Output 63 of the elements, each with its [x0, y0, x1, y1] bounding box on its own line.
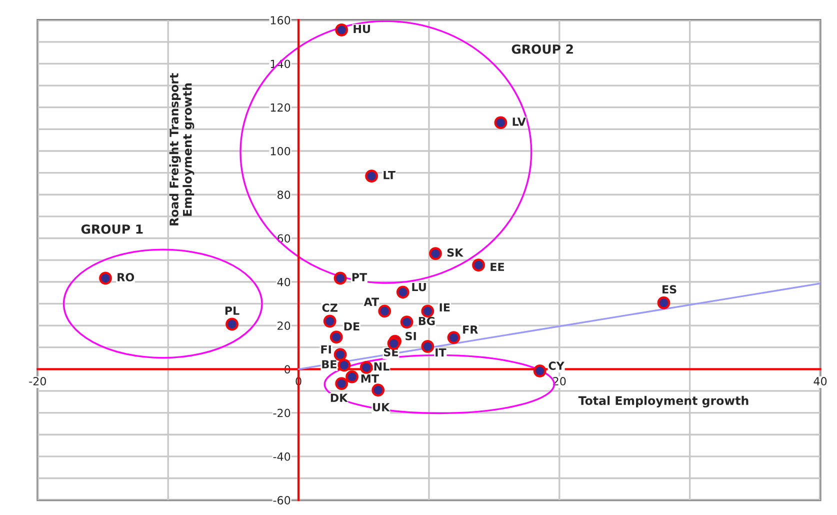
y-tick-label: -40 [273, 452, 290, 461]
y-tick-label: 120 [270, 103, 290, 112]
annotation: FI [321, 345, 331, 354]
annotation: HU [354, 24, 370, 34]
point [421, 340, 434, 353]
annotation: UK [373, 403, 390, 412]
annotation: MT [361, 374, 379, 383]
point [494, 116, 508, 130]
y-axis-title: Road Freight Transport Employment growth [169, 73, 194, 226]
point [323, 314, 336, 328]
point [447, 331, 460, 344]
annotation: NL [374, 362, 390, 370]
annotation: FR [463, 326, 478, 334]
annotation: LV [512, 118, 526, 126]
point [360, 360, 373, 374]
annotation: IE [440, 303, 450, 312]
point [346, 370, 358, 384]
annotation: SK [447, 248, 464, 257]
point [372, 384, 385, 397]
annotation: BE [322, 360, 336, 368]
point [657, 296, 670, 310]
annotation: PL [225, 306, 240, 315]
annotation: LU [412, 282, 426, 292]
point [429, 247, 442, 260]
x-axis-title: Total Employment growth [578, 396, 748, 408]
point [533, 364, 546, 378]
annotation: CY [548, 362, 564, 370]
annotation: PT [352, 273, 368, 282]
annotation: SI [406, 332, 416, 340]
x-tick-label: -20 [29, 376, 46, 386]
annotation: DE [344, 322, 360, 330]
point [330, 330, 343, 344]
point [400, 316, 414, 328]
annotation: CZ [322, 303, 338, 312]
point [335, 377, 348, 390]
point [365, 170, 378, 183]
y-tick-label: 160 [270, 16, 290, 24]
point [338, 358, 351, 372]
point [99, 272, 112, 285]
annotation: IT [436, 348, 446, 356]
annotation: ES [662, 285, 676, 294]
point [334, 348, 347, 361]
y-tick-label: 80 [278, 190, 290, 200]
annotation: AT [364, 298, 379, 306]
point [396, 286, 410, 299]
point [472, 258, 485, 272]
annotation: EE [490, 262, 504, 271]
annotation: GROUP 1 [81, 224, 143, 234]
annotation: RO [118, 273, 134, 282]
point [334, 272, 347, 285]
y-tick-label: 40 [277, 278, 290, 286]
annotation: BG [418, 316, 435, 326]
x-tick-label: 40 [814, 376, 827, 386]
point [335, 23, 348, 36]
y-tick-label: 100 [270, 146, 290, 156]
point [378, 304, 392, 318]
y-tick-label: -60 [273, 496, 290, 504]
y-tick-label: 20 [278, 322, 290, 330]
annotation: LT [384, 171, 396, 180]
y-tick-label: -20 [273, 408, 290, 418]
point [226, 318, 238, 331]
annotation: DK [330, 394, 348, 402]
annotation: GROUP 2 [512, 44, 573, 54]
